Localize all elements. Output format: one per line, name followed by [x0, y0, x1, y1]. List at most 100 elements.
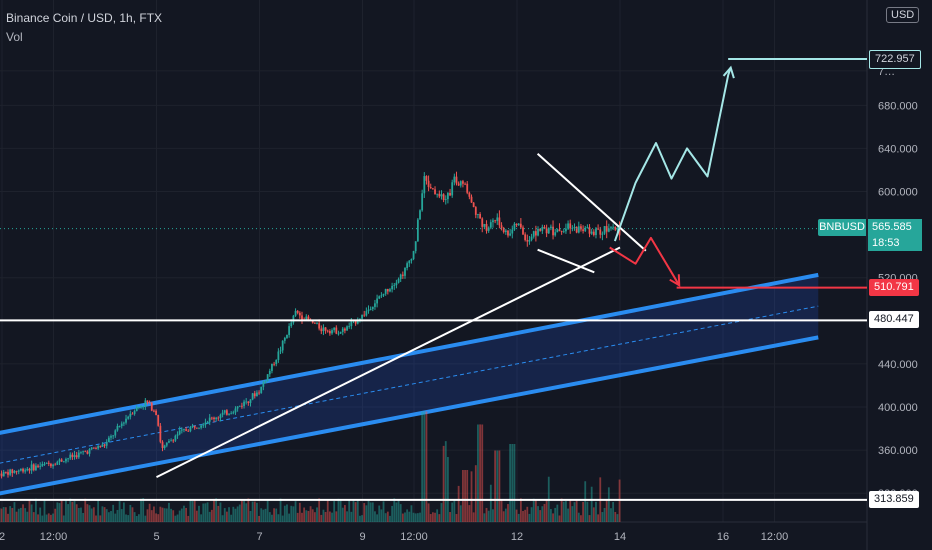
candle-body [530, 236, 533, 240]
candle-body [69, 454, 72, 459]
volume-bar [526, 506, 529, 522]
volume-bar [438, 514, 441, 522]
volume-bar [457, 485, 460, 522]
candle-body [584, 227, 587, 231]
channel-lower-line [0, 335, 819, 496]
currency-button[interactable]: USD [886, 7, 920, 23]
candle-body [492, 220, 494, 223]
candle-body [50, 463, 52, 467]
volume-bar [412, 512, 415, 522]
volume-bar [406, 509, 409, 522]
candle-body [532, 231, 535, 237]
candle-body [215, 417, 218, 420]
candle-body [148, 402, 151, 404]
volume-bar [92, 507, 95, 522]
candle-body [429, 187, 432, 189]
candle-body [337, 333, 340, 335]
candle-body [462, 181, 464, 184]
stop-price-tag: 510.791 [869, 278, 919, 296]
volume-bar [161, 507, 164, 522]
candle-body [504, 230, 507, 233]
volume-bar [198, 505, 200, 522]
volume-bar [610, 508, 612, 522]
candle-body [386, 289, 389, 292]
candle-body [24, 470, 27, 472]
volume-bar [485, 507, 488, 522]
volume-bar [442, 445, 445, 522]
volume-bar [328, 511, 331, 522]
volume-bar [577, 512, 580, 522]
volume-bar [477, 424, 479, 522]
trendline [156, 246, 621, 478]
volume-bar [262, 509, 265, 522]
candle-body [562, 231, 565, 233]
candle-body [483, 223, 486, 227]
volume-bar [101, 506, 104, 522]
price-tick-label: 440.000 [878, 359, 918, 371]
candle-body [26, 468, 29, 471]
volume-bar [425, 411, 428, 522]
volume-bar [155, 513, 157, 522]
volume-bar [305, 510, 308, 522]
candle-body [9, 469, 12, 475]
candle-body [4, 471, 7, 473]
time-axis[interactable]: 2 12:00 5 7 9 12:00 12 14 16 12:00 [0, 531, 788, 543]
volume-bar [195, 510, 198, 522]
volume-bar [163, 508, 166, 522]
candle-body [266, 374, 269, 381]
candle-body [19, 468, 22, 471]
volume-bar [494, 450, 497, 522]
candle-body [157, 414, 160, 426]
time-tick-label: 14 [614, 531, 626, 543]
ascending-channel[interactable] [0, 272, 819, 496]
volume-bar [459, 505, 462, 522]
volume-bar [311, 509, 314, 522]
symbol-price-tag: BNBUSD 565.585 18:53 [818, 218, 922, 251]
candle-body [346, 326, 348, 331]
volume-bar [468, 505, 471, 522]
price-axis[interactable]: 7…680.000640.000600.000520.000440.000400… [868, 0, 932, 550]
candle-body [560, 230, 563, 232]
candle-body [547, 227, 550, 234]
volume-bar [363, 503, 366, 522]
volume-bar [243, 499, 245, 522]
candle-body [513, 223, 516, 230]
volume-bar [374, 511, 376, 522]
price-tick-label: 680.000 [878, 100, 918, 112]
candle-body [208, 417, 211, 422]
volume-indicator-label[interactable]: Vol [6, 30, 23, 44]
candle-body [153, 410, 155, 412]
volume-bar [69, 498, 72, 522]
volume-bar [241, 500, 243, 522]
candle-body [376, 298, 378, 304]
candle-body [348, 326, 351, 327]
volume-bar [75, 504, 78, 522]
volume-bar [386, 511, 389, 522]
volume-bar [131, 507, 134, 522]
candle-body [331, 330, 333, 334]
volume-bar [504, 508, 507, 522]
time-tick-label: 12:00 [761, 531, 789, 543]
volume-bar [176, 514, 179, 522]
volume-bar [528, 513, 531, 522]
drawing-tools[interactable] [156, 65, 735, 478]
candle-body [577, 226, 580, 233]
candle-body [101, 444, 104, 447]
candle-body [438, 193, 441, 197]
candle-body [88, 449, 91, 454]
candle-body [464, 183, 466, 185]
volume-bar [112, 504, 115, 522]
volume-bar [247, 498, 250, 522]
horizontal-levels[interactable] [0, 58, 867, 501]
candle-body [251, 393, 254, 400]
time-tick-label: 5 [153, 531, 159, 543]
candle-body [174, 435, 177, 441]
volume-bar [307, 510, 310, 522]
volume-bar [537, 506, 539, 522]
volume-bar [359, 515, 361, 522]
candle-body [39, 466, 42, 467]
candle-body [258, 392, 260, 394]
candle-body [474, 207, 477, 215]
candle-body [62, 461, 65, 463]
